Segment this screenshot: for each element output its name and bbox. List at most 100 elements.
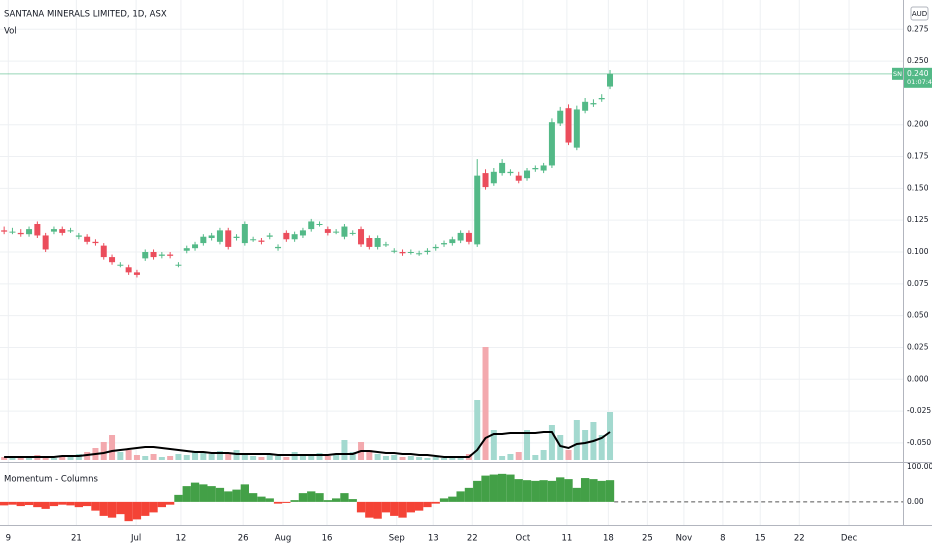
momentum-column (489, 474, 498, 502)
momentum-column (406, 501, 415, 513)
candle-body (266, 235, 273, 237)
volume-bar (333, 455, 340, 460)
candle-body (507, 171, 514, 174)
candle-body (532, 168, 539, 170)
momentum-column (456, 491, 465, 502)
momentum-column (580, 478, 590, 502)
momentum-column (564, 479, 573, 502)
momentum-column (66, 501, 75, 506)
candle-body (366, 238, 373, 247)
plot (0, 70, 903, 522)
candle-body (474, 175, 481, 245)
candle-body (548, 122, 555, 166)
momentum-column (556, 477, 565, 502)
last-price-label: 0.240 (907, 69, 929, 78)
volume-bar (275, 456, 282, 460)
volume-bar (474, 400, 481, 460)
candle-body (374, 238, 381, 247)
momentum-column (531, 480, 540, 502)
momentum-column (589, 479, 598, 502)
momentum-column (282, 501, 291, 503)
candle-body (167, 254, 174, 256)
candle-body (200, 236, 207, 244)
candle-body (250, 239, 257, 241)
momentum-column (116, 501, 125, 515)
x-tick-label: Sep (389, 534, 405, 544)
currency: AUD (912, 10, 927, 18)
last-price-box (904, 67, 932, 88)
candle-body (175, 264, 182, 266)
momentum-column (165, 501, 175, 505)
momentum-column (224, 491, 233, 502)
volume-bar (117, 452, 124, 460)
candle-body (59, 229, 66, 233)
candle-body (349, 232, 356, 234)
candle-body (465, 232, 472, 242)
candle-body (9, 231, 16, 233)
momentum-column (348, 499, 357, 502)
momentum-column (298, 493, 308, 502)
momentum-column (373, 501, 382, 519)
momentum-column (522, 480, 532, 502)
volume-bar (133, 455, 140, 460)
volume-bar (399, 457, 406, 460)
volume-bar (208, 454, 215, 460)
momentum-column (0, 501, 9, 506)
candle-body (382, 244, 389, 246)
volume-bar (158, 457, 165, 460)
volume-bar (109, 435, 116, 460)
symbol-label: SN (893, 70, 902, 78)
candle-body (225, 230, 232, 247)
momentum-column (24, 501, 34, 506)
candle-body (67, 230, 74, 232)
momentum-column (439, 498, 449, 502)
candle-body (233, 236, 240, 238)
candle-body (333, 231, 340, 233)
momentum-column (240, 484, 249, 502)
candle-body (540, 165, 547, 171)
volume-bar (507, 454, 514, 460)
y-tick-label: 0.200 (907, 120, 929, 129)
momentum-column (82, 501, 92, 507)
candle-body (142, 252, 149, 259)
candle-body (557, 110, 564, 124)
volume-bar (59, 457, 66, 460)
candle-body (258, 240, 265, 242)
x-tick-label: 18 (603, 534, 614, 544)
volume-bar (582, 430, 589, 460)
y-tick-label: 0.125 (907, 215, 929, 224)
momentum-column (381, 501, 391, 513)
momentum-title: Momentum - Columns (4, 475, 98, 485)
momentum-column (514, 479, 523, 502)
volume-bar (540, 450, 547, 460)
y-tick-label: 0.100 (907, 247, 929, 256)
candle-body (42, 235, 49, 250)
candle-body (26, 229, 33, 235)
x-tick-label: 21 (71, 534, 82, 544)
volume-bar (557, 435, 564, 460)
candle-body (598, 98, 605, 100)
candle-body (92, 241, 99, 244)
candle-body (84, 236, 91, 242)
candle-body (125, 267, 132, 273)
volume-bar (299, 454, 306, 460)
momentum-column (124, 501, 133, 522)
momentum-column (91, 501, 100, 511)
candle-body (490, 171, 497, 184)
candle-body (316, 224, 323, 225)
momentum-column (547, 480, 557, 502)
x-tick-label: Dec (841, 534, 858, 544)
y-tick-label: 0.150 (907, 183, 929, 192)
candle-body (407, 252, 414, 253)
candle-body (158, 254, 165, 256)
candle-body (515, 175, 522, 181)
candle-body (308, 221, 315, 230)
y-tick-label: 0.025 (907, 342, 929, 351)
volume-bar (441, 458, 448, 460)
momentum-column (16, 501, 25, 507)
currency-box[interactable] (910, 6, 929, 21)
momentum-column (265, 498, 274, 502)
volume-bar (432, 457, 439, 460)
candle-body (449, 239, 456, 244)
volume-bar (573, 420, 580, 460)
